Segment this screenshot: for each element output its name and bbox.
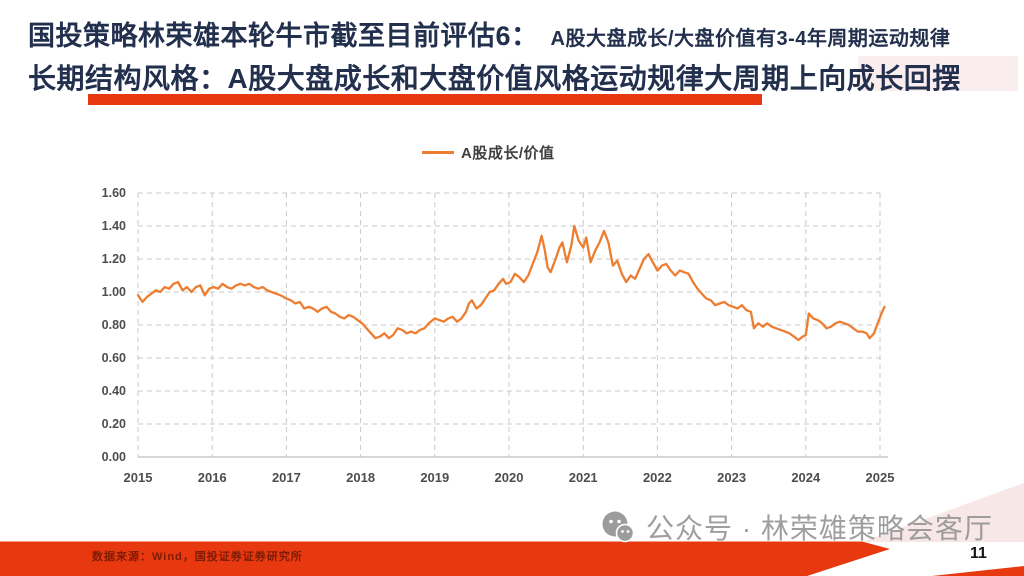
x-axis-tick-label: 2022 — [643, 470, 672, 485]
y-axis-tick-label: 0.00 — [102, 450, 126, 464]
page-number: 11 — [970, 545, 987, 562]
x-axis-tick-label: 2019 — [420, 470, 449, 485]
x-axis-tick-label: 2016 — [198, 470, 227, 485]
footer-red-band — [0, 541, 890, 576]
chart-canvas: 0.00 0.20 0.40 0.60 0.80 1.00 1.20 1.40 1.60 2015… — [102, 186, 895, 485]
y-axis-tick-label: 0.40 — [102, 384, 126, 398]
x-axis-tick-label: 2023 — [717, 470, 746, 485]
line-chart: 0.00 0.20 0.40 0.60 0.80 1.00 1.20 1.40 1.60 2015… — [85, 185, 900, 490]
x-axis-tick-label: 2024 — [791, 470, 821, 485]
x-axis-tick-label: 2021 — [569, 470, 598, 485]
y-axis-tick-label: 1.20 — [102, 252, 126, 266]
title-line-1: 国投策略林荣雄本轮牛市截至目前评估6： A股大盘成长/大盘价值有3-4年周期运动规… — [0, 14, 1024, 53]
y-axis-tick-label: 0.20 — [102, 417, 126, 431]
title-subtitle: A股大盘成长/大盘价值有3-4年周期运动规律 — [550, 28, 951, 50]
y-axis-tick-label: 1.40 — [102, 219, 126, 233]
y-axis-tick-label: 0.60 — [102, 351, 126, 365]
footer-decoration — [0, 483, 1024, 576]
y-axis-tick-label: 0.80 — [102, 318, 126, 332]
footer-pink-triangle — [862, 483, 1024, 542]
title-underline-bar — [88, 94, 762, 105]
y-axis-tick-label: 1.00 — [102, 285, 126, 299]
watermark-text: 公众号 · 林荣雄策略会客厅 — [646, 513, 993, 544]
chart-legend: A股成长/价值 — [422, 142, 555, 163]
x-axis-tick-label: 2018 — [346, 470, 375, 485]
wechat-icon — [602, 511, 635, 543]
title-line-2: 长期结构风格：A股大盘成长和大盘价值风格运动规律大周期上向成长回摆 — [28, 63, 961, 94]
footer-red-sliver — [932, 566, 1024, 576]
x-axis-tick-label: 2025 — [866, 470, 895, 485]
x-axis-tick-label: 2017 — [272, 470, 301, 485]
data-source-note: 数据来源：Wind，国投证券证券研究所 — [92, 551, 303, 563]
x-axis-tick-label: 2015 — [124, 470, 153, 485]
title-highlight-box — [858, 56, 1018, 91]
watermark: 公众号 · 林荣雄策略会客厅 — [600, 507, 993, 547]
title-main: 国投策略林荣雄本轮牛市截至目前评估6： — [28, 21, 539, 51]
series-line-a-growth-value — [136, 224, 886, 342]
slide-header: 国投策略林荣雄本轮牛市截至目前评估6： A股大盘成长/大盘价值有3-4年周期运动规… — [0, 14, 1024, 97]
y-axis-tick-label: 1.60 — [102, 186, 126, 200]
legend-line-swatch — [422, 151, 454, 154]
legend-label: A股成长/价值 — [461, 145, 555, 162]
x-axis-tick-label: 2020 — [495, 470, 524, 485]
